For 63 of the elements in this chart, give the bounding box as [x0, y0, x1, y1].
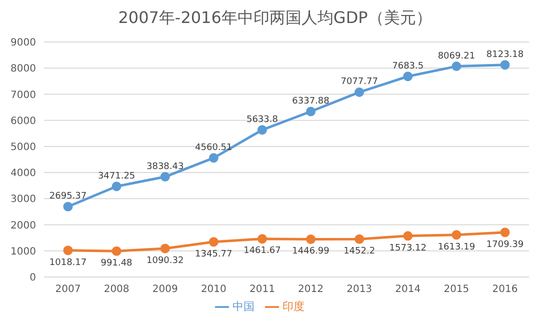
y-tick-label: 2000: [10, 220, 36, 232]
point: [112, 182, 122, 192]
point: [257, 234, 267, 244]
point: [306, 234, 316, 244]
x-tick-label: 2015: [444, 284, 470, 296]
data-label: 8123.18: [486, 50, 524, 60]
y-tick-label: 3000: [10, 194, 36, 206]
data-label: 6337.88: [292, 96, 330, 107]
data-label: 1709.39: [486, 240, 524, 250]
data-label: 5633.8: [246, 114, 278, 125]
point: [112, 246, 122, 256]
point: [354, 234, 364, 244]
data-label: 1452.2: [344, 246, 376, 256]
data-label: 991.48: [100, 258, 133, 268]
x-tick-label: 2014: [395, 284, 421, 296]
x-tick-label: 2016: [492, 284, 518, 296]
data-label: 7683.5: [392, 61, 424, 72]
point: [306, 106, 316, 116]
x-tick-label: 2008: [104, 284, 130, 296]
point: [160, 244, 170, 254]
point: [208, 237, 218, 247]
point: [257, 125, 267, 135]
data-label: 1446.99: [292, 246, 330, 257]
x-tick-label: 2010: [200, 284, 226, 296]
point: [63, 246, 73, 256]
point: [403, 72, 413, 82]
legend-label: 印度: [282, 300, 304, 313]
point: [354, 87, 364, 97]
x-tick-label: 2011: [249, 284, 275, 296]
point: [500, 60, 510, 70]
point: [500, 228, 510, 238]
chart-title: 2007年-2016年中印两国人均GDP（美元）: [117, 8, 433, 29]
point: [208, 153, 218, 163]
y-tick-label: 1000: [10, 246, 36, 258]
x-tick-label: 2007: [55, 284, 81, 296]
data-label: 4560.51: [195, 142, 232, 153]
data-label: 1573.12: [389, 243, 426, 254]
x-tick-label: 2013: [346, 284, 372, 296]
data-label: 1461.67: [244, 246, 281, 256]
point: [452, 230, 462, 240]
y-tick-label: 8000: [10, 64, 36, 75]
y-tick-label: 7000: [10, 90, 36, 101]
data-label: 3471.25: [98, 171, 136, 182]
data-label: 8069.21: [438, 51, 476, 62]
y-tick-label: 9000: [10, 38, 36, 49]
data-label: 1613.19: [438, 242, 476, 252]
data-label: 1090.32: [146, 256, 184, 266]
legend-label: 中国: [232, 300, 254, 313]
y-tick-label: 4000: [10, 168, 36, 180]
y-tick-label: 6000: [10, 116, 36, 127]
x-tick-label: 2009: [152, 284, 178, 296]
data-label: 3838.43: [146, 162, 184, 172]
data-label: 7077.77: [340, 77, 378, 88]
y-tick-label: 0: [30, 272, 36, 284]
data-label: 2695.37: [49, 192, 87, 202]
x-tick-label: 2012: [298, 284, 324, 296]
data-label: 1018.17: [49, 258, 87, 268]
y-tick-label: 5000: [10, 142, 36, 153]
data-label: 1345.77: [195, 249, 232, 260]
point: [63, 202, 73, 212]
point: [452, 62, 462, 72]
point: [403, 231, 413, 241]
point: [160, 172, 170, 182]
